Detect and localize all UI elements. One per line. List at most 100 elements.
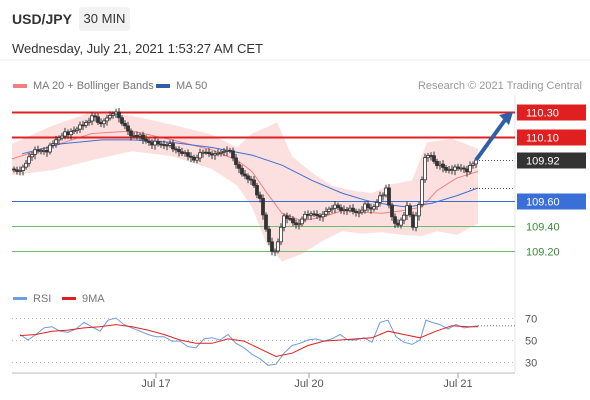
credit-text: Research © 2021 Trading Central bbox=[417, 80, 582, 92]
candle-body bbox=[195, 157, 199, 161]
candle-body bbox=[210, 153, 214, 156]
candle-body bbox=[312, 213, 316, 216]
candle-body bbox=[228, 149, 232, 152]
candle-body bbox=[33, 149, 37, 155]
candle-body bbox=[189, 155, 193, 158]
candle-body bbox=[264, 214, 268, 230]
candle-body bbox=[267, 228, 271, 243]
rsi-ma-legend-swatch bbox=[62, 297, 76, 300]
candle-body bbox=[285, 215, 289, 219]
candle-body bbox=[48, 144, 52, 153]
candle-body bbox=[300, 218, 304, 225]
candle-body bbox=[396, 222, 400, 226]
candle-body bbox=[171, 143, 175, 150]
candle-body bbox=[18, 170, 22, 172]
level-tag-110-30 bbox=[517, 104, 586, 121]
candle-body bbox=[303, 213, 307, 220]
level-label-110-30: 110.30 bbox=[526, 108, 559, 120]
candle-body bbox=[96, 116, 100, 123]
candle-body bbox=[177, 148, 181, 153]
candle-body bbox=[366, 203, 370, 209]
candle-body bbox=[294, 222, 298, 226]
candle-body bbox=[204, 151, 208, 154]
candle-body bbox=[378, 195, 382, 203]
candle-body bbox=[153, 140, 157, 146]
candle-body bbox=[426, 155, 430, 159]
candle-body bbox=[192, 156, 196, 161]
rsi-line bbox=[19, 317, 479, 366]
candle-body bbox=[27, 156, 31, 164]
current-price-tag bbox=[517, 152, 586, 169]
candle-body bbox=[348, 207, 352, 211]
level-110-10: 110.10 bbox=[12, 129, 586, 146]
timeframe-button[interactable]: 30 MIN bbox=[79, 7, 130, 31]
candle-body bbox=[258, 194, 262, 199]
candle-body bbox=[246, 175, 250, 180]
candle-body bbox=[342, 209, 346, 211]
candle-body bbox=[198, 152, 202, 159]
x-tick-label-jul-17: Jul 17 bbox=[141, 378, 170, 390]
candle-body bbox=[435, 160, 439, 166]
candle-body bbox=[108, 115, 112, 119]
candle-body bbox=[165, 144, 169, 147]
candle-body bbox=[399, 219, 403, 226]
level-109-92: 109.92 bbox=[476, 152, 586, 169]
level-label-109-20: 109.20 bbox=[526, 247, 560, 259]
candle-body bbox=[405, 205, 409, 216]
ma20-legend-swatch bbox=[13, 84, 27, 88]
candle-body bbox=[315, 213, 319, 217]
candle-body bbox=[330, 207, 334, 210]
candle-body bbox=[468, 165, 472, 173]
candle-body bbox=[276, 241, 280, 252]
candle-body bbox=[354, 210, 358, 213]
candle-body bbox=[51, 143, 55, 146]
candle-body bbox=[132, 135, 136, 137]
candle-body bbox=[111, 113, 115, 116]
candle-body bbox=[93, 115, 97, 118]
candle-body bbox=[102, 120, 106, 125]
candle-body bbox=[24, 162, 28, 168]
bollinger-band bbox=[12, 112, 478, 262]
candle-body bbox=[381, 194, 385, 197]
candle-body bbox=[141, 134, 145, 140]
level-label-109-60: 109.60 bbox=[526, 197, 560, 209]
candle-body bbox=[237, 164, 241, 169]
candle-body bbox=[105, 117, 109, 122]
candle-body bbox=[78, 124, 82, 130]
rsi-ma-line bbox=[19, 324, 478, 358]
symbol-title: USD/JPY bbox=[12, 11, 72, 27]
candle-body bbox=[201, 151, 205, 154]
ma20-legend-label: MA 20 + Bollinger Bands bbox=[33, 80, 154, 92]
rsi-tick-50: 50 bbox=[525, 336, 537, 348]
candle-body bbox=[129, 130, 133, 137]
candle-body bbox=[75, 128, 79, 131]
candle-body bbox=[150, 142, 154, 146]
candle-body bbox=[372, 206, 376, 210]
candle-body bbox=[69, 131, 73, 136]
candle-body bbox=[363, 203, 367, 211]
candle-body bbox=[279, 226, 283, 243]
candle-body bbox=[393, 216, 397, 224]
level-109-20: 109.20 bbox=[12, 247, 560, 259]
candle-body bbox=[252, 179, 256, 186]
candle-body bbox=[135, 135, 139, 137]
candle-body bbox=[417, 204, 421, 217]
candle-body bbox=[183, 152, 187, 155]
candle-body bbox=[429, 155, 433, 157]
candle-body bbox=[261, 197, 265, 216]
candle-body bbox=[390, 204, 394, 218]
candle-body bbox=[321, 213, 325, 218]
candle-body bbox=[309, 213, 313, 216]
candle-body bbox=[345, 209, 349, 211]
candle-body bbox=[384, 187, 388, 196]
ma50-legend-label: MA 50 bbox=[176, 80, 208, 92]
candle-body bbox=[174, 148, 178, 151]
candle-body bbox=[138, 134, 142, 137]
candle-body bbox=[117, 111, 121, 119]
candle-body bbox=[114, 111, 118, 115]
candle-body bbox=[57, 137, 61, 141]
candle-body bbox=[249, 178, 253, 181]
candle-body bbox=[186, 152, 190, 157]
candle-body bbox=[99, 122, 103, 125]
